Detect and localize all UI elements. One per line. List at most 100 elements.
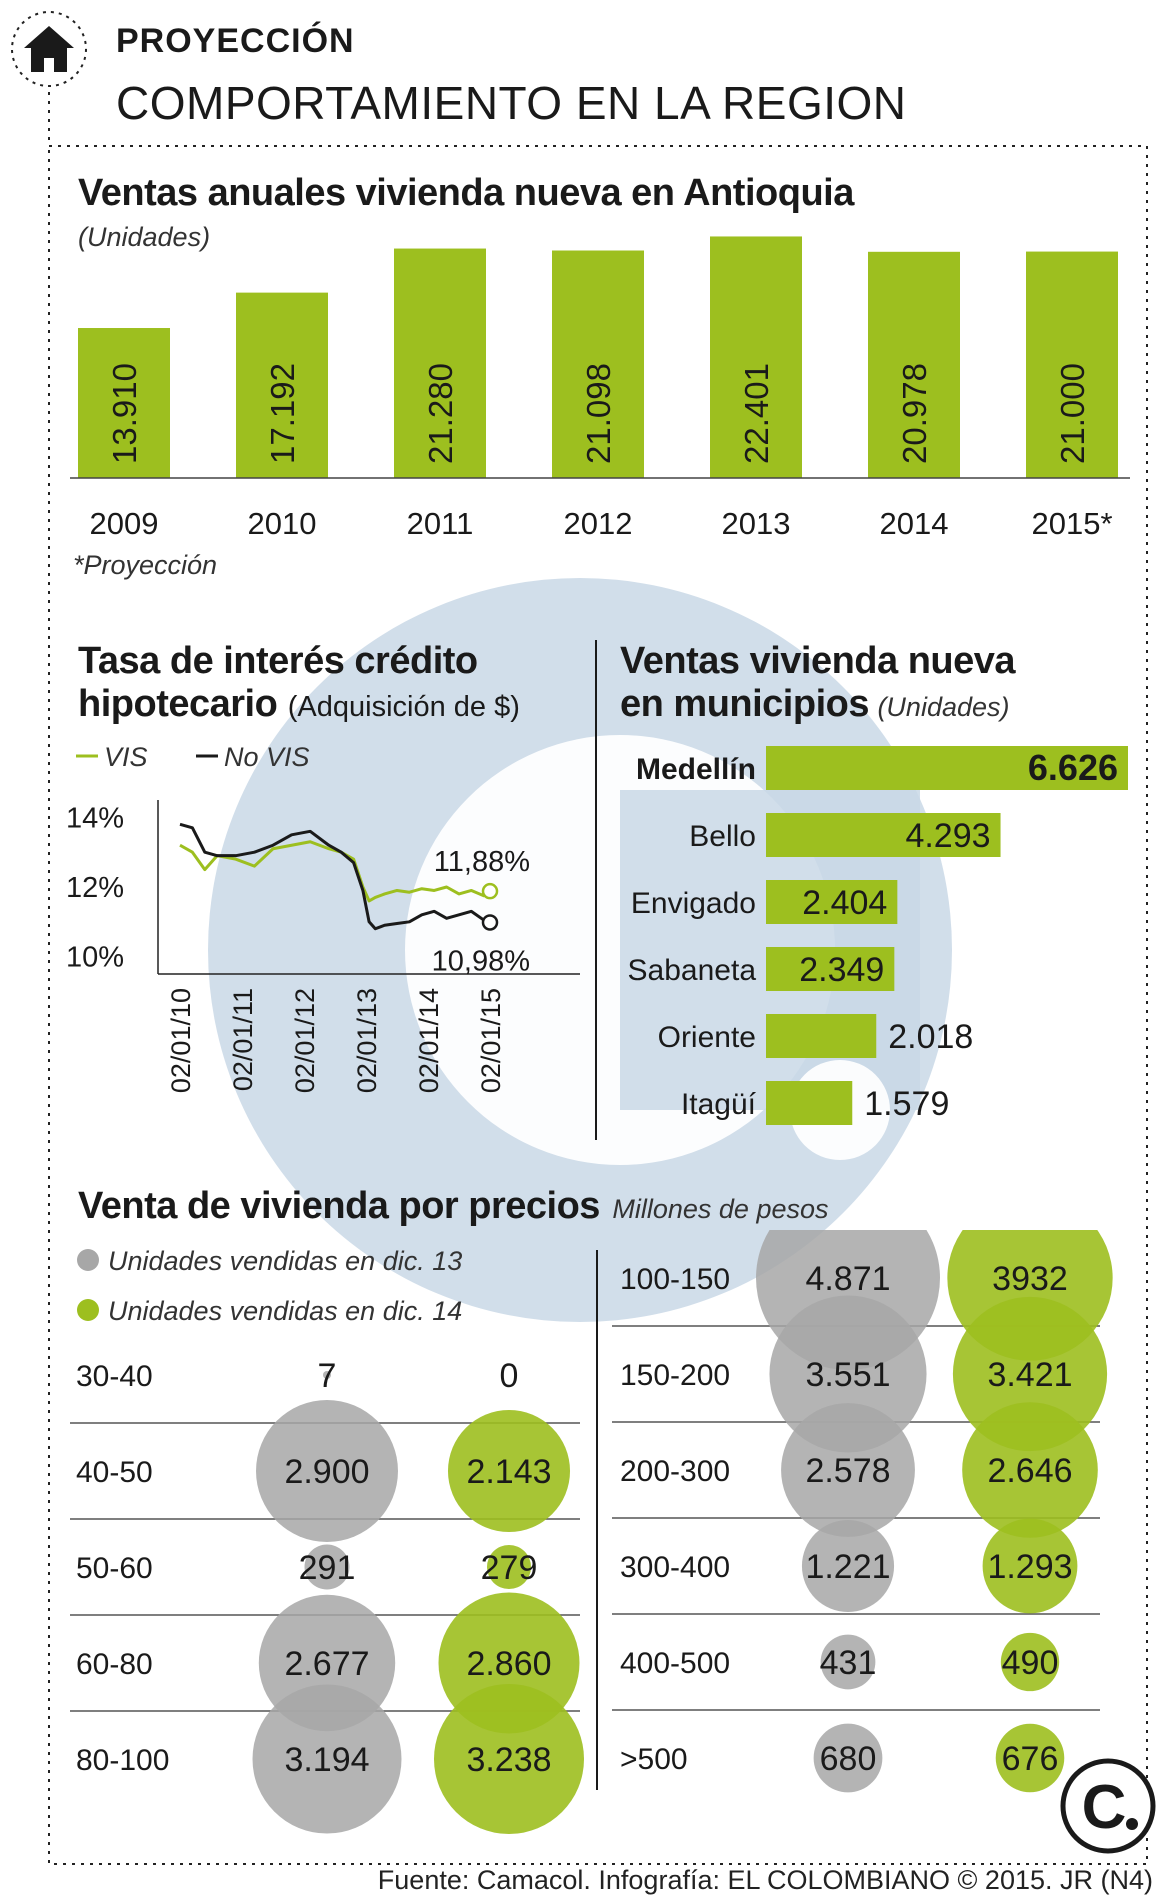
- bubble-label-dic14: 3.421: [987, 1356, 1072, 1394]
- x-tick-label: 02/01/10: [166, 988, 196, 1093]
- municipal-sales-title-line2: en municipios (Unidades): [620, 683, 1010, 726]
- price-range-label: 40-50: [76, 1456, 153, 1489]
- price-sales-chart: Unidades vendidas en dic. 13 Unidades ven…: [70, 1230, 1113, 1835]
- x-tick-label: 02/01/11: [228, 988, 258, 1091]
- interest-rate-unit: (Adquisición de $): [287, 691, 520, 723]
- bar-Oriente: [766, 1014, 877, 1058]
- annual-sales-chart: 13.910 2009 17.192 2010 21.280 2011 21.098 2012…: [70, 236, 1130, 540]
- series-end-marker: [481, 882, 499, 900]
- interest-rate-chart: VIS No VIS 14% 12% 10% 02/01/10 02/01/11 02/01/…: [66, 742, 580, 1093]
- bubble-label-dic14: 676: [1002, 1740, 1059, 1778]
- bubble-dic14: [952, 1296, 1108, 1452]
- bubble-dic13: [252, 1684, 402, 1834]
- bubble-label-dic13: 2.578: [805, 1452, 890, 1490]
- x-tick-label: 2010: [248, 506, 317, 540]
- y-tick-label: 10%: [66, 942, 124, 974]
- price-range-label: 50-60: [76, 1552, 153, 1585]
- bubble-label-dic13: 3.194: [284, 1741, 369, 1779]
- series-end-label: 10,98%: [432, 945, 530, 977]
- bubble-dic14: [447, 1409, 571, 1533]
- bar-2012: [552, 250, 644, 478]
- bubble-label-dic14: 1.293: [987, 1548, 1072, 1586]
- category-label: Oriente: [658, 1021, 756, 1054]
- section-divider: [595, 640, 597, 1140]
- bar-value-label: 6.626: [1028, 747, 1118, 788]
- price-range-label: 80-100: [76, 1744, 169, 1777]
- bubble-label-dic14: 2.860: [466, 1645, 551, 1683]
- price-range-label: 100-150: [620, 1263, 730, 1296]
- y-tick-label: 12%: [66, 872, 124, 904]
- projection-note: *Proyección: [73, 550, 218, 580]
- x-tick-label: 02/01/15: [476, 988, 506, 1093]
- bubble-dic13: [304, 1544, 350, 1590]
- interest-rate-title-word: hipotecario: [78, 683, 278, 725]
- price-sales-title-text: Venta de vivienda por precios: [78, 1185, 600, 1227]
- bubble-dic14: [1000, 1632, 1060, 1692]
- bar-2011: [394, 248, 486, 478]
- municipal-sales-chart: Medellín 6.626 Bello 4.293 Envigado 2.404 Saba…: [628, 746, 1128, 1125]
- bubble-label-dic13: 1.221: [805, 1548, 890, 1586]
- series-line-No VIS: [179, 822, 491, 931]
- bubble-dic13: [256, 1400, 398, 1542]
- x-tick-label: 2012: [564, 506, 633, 540]
- bubble-label-dic13: 7: [318, 1357, 337, 1395]
- category-label: Medellín: [636, 753, 756, 786]
- legend-label: Unidades vendidas en dic. 14: [108, 1296, 462, 1326]
- el-colombiano-logo: C: [1060, 1758, 1156, 1854]
- bubble-dic14: [486, 1544, 532, 1590]
- legend-label: VIS: [104, 742, 148, 772]
- bubble-label-dic14: 0: [500, 1357, 519, 1395]
- price-range-label: 300-400: [620, 1551, 730, 1584]
- bar-2014: [868, 251, 960, 478]
- bubble-label-dic13: 3.551: [805, 1356, 890, 1394]
- x-tick-label: 2015*: [1031, 506, 1112, 540]
- interest-rate-title-line2: hipotecario (Adquisición de $): [78, 683, 520, 726]
- kicker: PROYECCIÓN: [116, 22, 355, 60]
- x-tick-label: 2014: [880, 506, 949, 540]
- bubble-label-dic14: 490: [1002, 1644, 1059, 1682]
- bubble-dic13: [323, 1371, 331, 1379]
- price-sales-title: Venta de vivienda por precios Millones d…: [78, 1185, 829, 1228]
- bubble-dic13: [813, 1723, 883, 1793]
- municipal-sales-title-word: en municipios: [620, 683, 869, 725]
- headline: COMPORTAMIENTO EN LA REGION: [116, 77, 907, 129]
- legend-dot: [77, 1249, 99, 1271]
- bubble-label-dic13: 2.677: [284, 1645, 369, 1683]
- price-range-label: 60-80: [76, 1648, 153, 1681]
- category-label: Sabaneta: [628, 954, 757, 987]
- x-tick-label: 02/01/14: [414, 988, 444, 1093]
- bar-value-label: 13.910: [106, 363, 143, 464]
- bar-2013: [710, 236, 802, 478]
- x-tick-label: 02/01/13: [352, 988, 382, 1093]
- bubble-label-dic14: 279: [481, 1549, 538, 1587]
- bubble-dic13: [801, 1519, 895, 1613]
- bar-value-label: 4.293: [905, 817, 990, 855]
- bar-value-label: 22.401: [738, 363, 775, 464]
- category-label: Itagüí: [681, 1088, 757, 1121]
- municipal-sales-unit: (Unidades): [877, 692, 1010, 722]
- category-label: Bello: [689, 820, 756, 853]
- price-range-label: >500: [620, 1743, 688, 1776]
- bubble-label-dic13: 291: [299, 1549, 356, 1587]
- bar-value-label: 2.349: [799, 951, 884, 989]
- x-tick-label: 2013: [722, 506, 791, 540]
- bubble-label-dic14: 3932: [992, 1260, 1068, 1298]
- bubble-dic14: [433, 1683, 585, 1835]
- bar-value-label: 21.098: [580, 363, 617, 464]
- bar-Sabaneta: [766, 947, 895, 991]
- bar-Bello: [766, 813, 1001, 857]
- bubble-label-dic13: 680: [820, 1740, 877, 1778]
- bar-Envigado: [766, 880, 898, 924]
- bubble-dic13: [781, 1403, 915, 1537]
- bubble-label-dic13: 431: [820, 1644, 877, 1682]
- bubble-dic14: [982, 1518, 1078, 1614]
- x-tick-label: 02/01/12: [290, 988, 320, 1093]
- bubble-dic14: [962, 1402, 1098, 1538]
- bar-2010: [236, 292, 328, 478]
- bubble-label-dic14: 2.646: [987, 1452, 1072, 1490]
- bar-value-label: 1.579: [864, 1085, 949, 1123]
- bar-Itagüí: [766, 1081, 853, 1125]
- municipal-sales-title-line1: Ventas vivienda nueva: [620, 640, 1016, 682]
- legend-label: Unidades vendidas en dic. 13: [108, 1246, 462, 1276]
- x-tick-label: 2011: [407, 506, 474, 540]
